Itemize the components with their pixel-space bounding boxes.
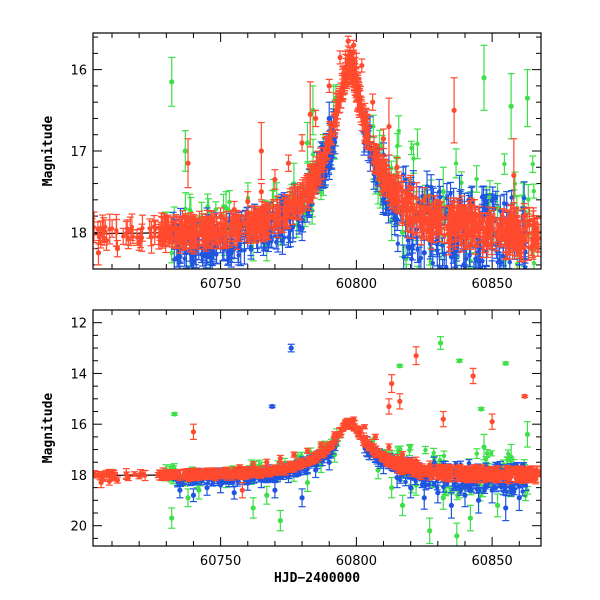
data-point — [223, 230, 229, 236]
data-point — [200, 253, 205, 258]
data-point — [440, 243, 445, 248]
data-point — [429, 233, 434, 238]
data-point — [493, 234, 499, 239]
data-point — [410, 243, 415, 248]
data-point — [442, 252, 447, 257]
data-point — [403, 203, 408, 208]
data-point — [130, 234, 136, 239]
data-point — [501, 201, 507, 206]
data-point — [177, 254, 183, 260]
data-point — [291, 223, 296, 228]
data-point — [384, 206, 389, 211]
data-point — [395, 241, 401, 246]
data-point — [328, 130, 333, 135]
data-point — [502, 161, 507, 167]
data-point — [411, 156, 416, 161]
data-point — [237, 242, 242, 248]
data-point — [291, 205, 296, 210]
data-point — [114, 230, 119, 236]
data-point — [227, 199, 232, 205]
data-point — [359, 110, 364, 115]
data-point — [459, 180, 464, 185]
data-point — [491, 217, 497, 222]
data-point — [304, 140, 311, 146]
data-point — [526, 197, 531, 202]
data-point — [128, 229, 133, 234]
data-point — [525, 223, 530, 228]
data-point — [509, 195, 514, 200]
data-point — [497, 258, 502, 263]
data-point — [426, 205, 431, 211]
data-point — [421, 250, 427, 256]
data-point — [280, 238, 285, 244]
data-point — [409, 145, 414, 151]
data-point — [418, 255, 424, 261]
data-point — [233, 219, 239, 225]
data-point — [236, 252, 241, 258]
data-point — [227, 230, 232, 235]
data-point — [248, 244, 254, 249]
series-0 — [93, 35, 541, 266]
data-point — [183, 206, 188, 212]
data-point — [190, 258, 197, 264]
data-point — [159, 231, 164, 236]
data-point — [396, 181, 401, 186]
data-point — [310, 152, 316, 157]
data-point — [521, 214, 527, 220]
data-point — [521, 195, 527, 201]
data-point — [134, 235, 140, 240]
data-point — [389, 165, 394, 171]
data-point — [440, 189, 446, 195]
data-point — [326, 115, 332, 122]
data-point — [210, 254, 215, 260]
data-point — [474, 176, 479, 182]
data-point — [531, 188, 536, 194]
data-point — [524, 95, 531, 101]
data-point — [299, 225, 305, 231]
data-point — [396, 128, 401, 134]
data-point — [286, 235, 291, 240]
data-point — [223, 205, 229, 211]
data-point — [169, 79, 175, 85]
data-point — [438, 194, 443, 200]
data-point — [475, 258, 482, 264]
data-point — [453, 161, 459, 166]
data-point — [382, 172, 388, 177]
data-point — [479, 194, 485, 200]
data-point — [98, 233, 103, 238]
top-panel-ticks — [93, 33, 541, 269]
data-point — [531, 261, 537, 266]
data-point — [507, 260, 512, 265]
data-point — [268, 215, 273, 221]
data-point — [493, 195, 499, 201]
data-point — [430, 261, 435, 266]
data-point — [405, 192, 411, 197]
data-point — [446, 238, 451, 243]
data-point — [169, 250, 174, 256]
data-point — [444, 265, 449, 269]
data-point — [182, 148, 188, 154]
data-point — [448, 254, 454, 260]
data-point — [508, 103, 514, 109]
data-point — [530, 162, 535, 167]
data-point — [213, 207, 219, 212]
top-panel-series — [93, 35, 541, 269]
data-point — [225, 249, 230, 255]
data-point — [415, 141, 420, 147]
data-point — [172, 257, 177, 262]
data-point — [481, 75, 487, 81]
top-panel-plot-area — [93, 35, 541, 269]
data-point — [109, 226, 115, 231]
data-point — [459, 241, 464, 247]
data-point — [318, 190, 324, 195]
top-panel: 60750 60800 60850 16 17 18 Magnitude — [41, 32, 542, 292]
data-point — [395, 198, 400, 204]
data-point — [509, 221, 515, 226]
